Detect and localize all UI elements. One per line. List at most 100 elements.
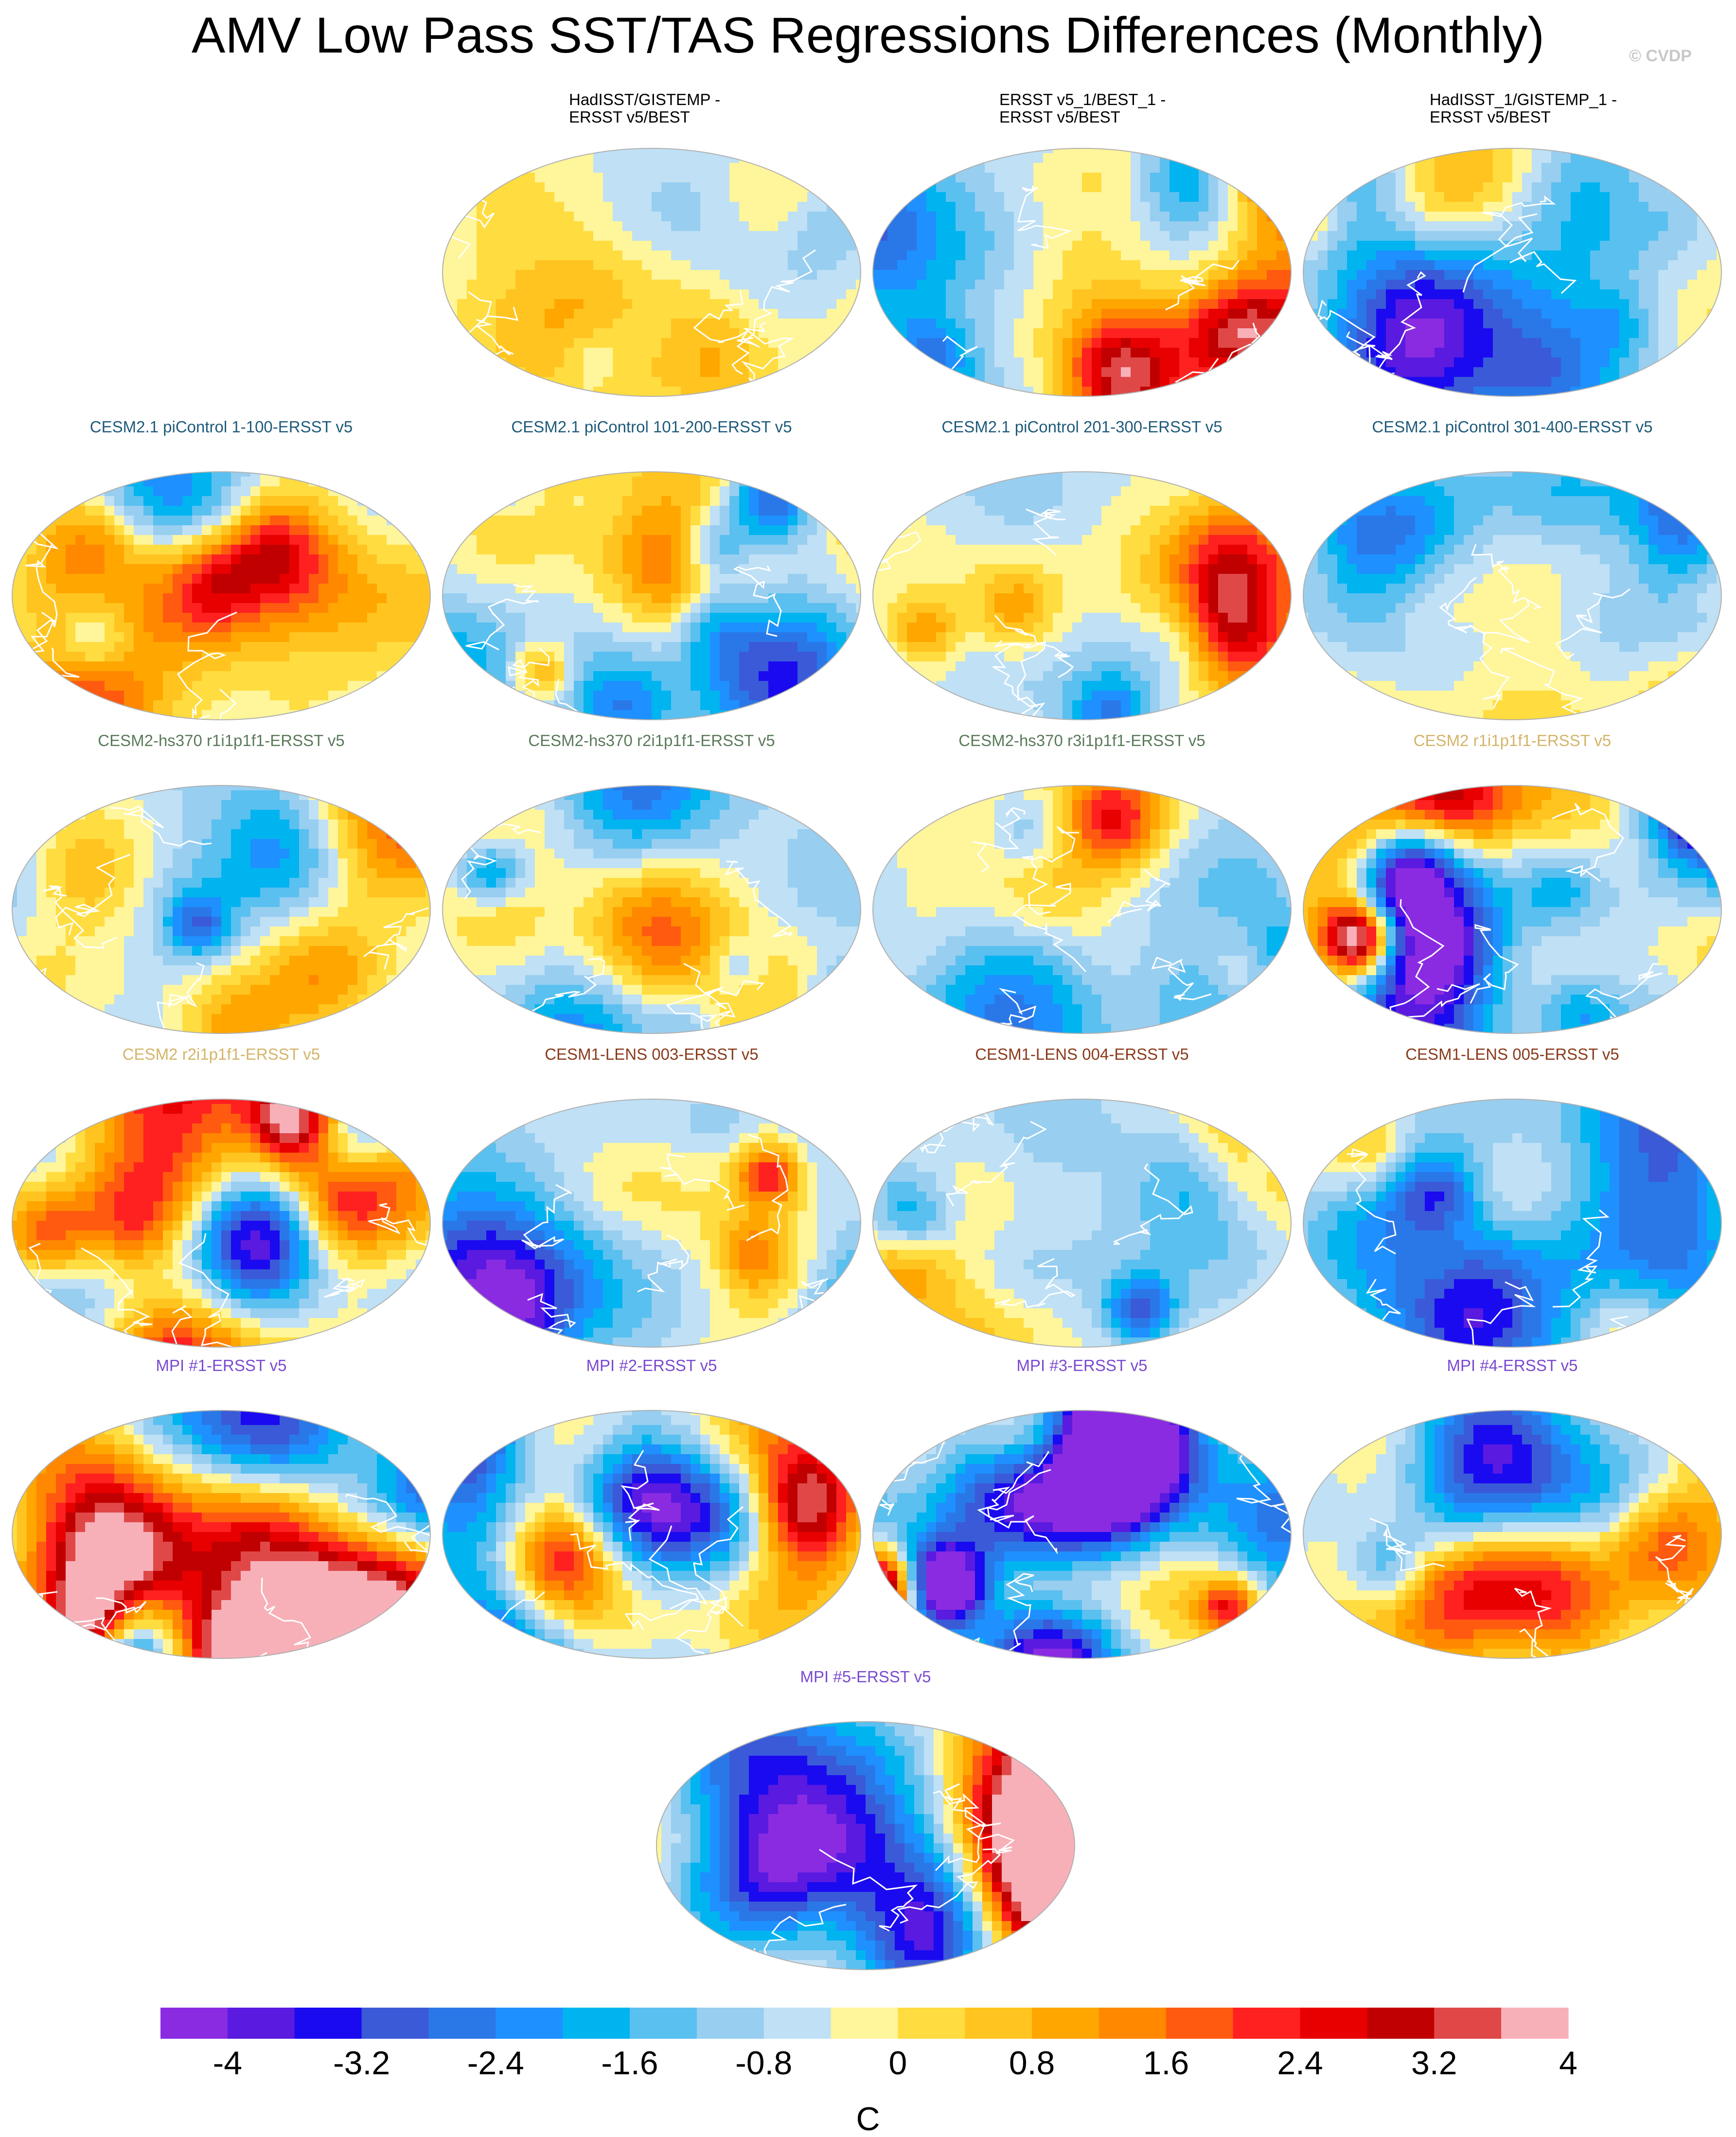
map-border	[442, 148, 861, 397]
colorbar-tick-label: -4	[213, 2045, 242, 2082]
map-border	[872, 1099, 1292, 1348]
map-panel: CESM2-hs370 r1i1p1f1-ERSST v5	[7, 732, 435, 1043]
panel-title: HadISST_1/GISTEMP_1 - ERSST v5/BEST	[1430, 91, 1721, 126]
colorbar-unit-label: C	[856, 2101, 880, 2137]
coastline	[707, 1783, 1015, 1970]
regression-map	[656, 1721, 1075, 1970]
map-border	[442, 1410, 861, 1659]
regression-map	[442, 148, 861, 397]
colorbar-tick-label: 3.2	[1411, 2045, 1457, 2082]
map-panel: CESM2-hs370 r3i1p1f1-ERSST v5	[868, 732, 1296, 1043]
figure-title: AMV Low Pass SST/TAS Regressions Differe…	[0, 7, 1736, 65]
regression-map	[1303, 471, 1722, 720]
regression-map	[442, 1410, 861, 1659]
map-border	[12, 1099, 431, 1348]
map-border	[1303, 1410, 1722, 1659]
panel-title: MPI #4-ERSST v5	[1298, 1357, 1726, 1374]
colorbar-box	[294, 2008, 362, 2039]
panel-title: MPI #3-ERSST v5	[868, 1357, 1296, 1374]
regression-map	[12, 1099, 431, 1348]
regression-map	[1303, 1410, 1722, 1659]
colorbar-box	[227, 2008, 295, 2039]
coastline	[465, 565, 782, 720]
colorbar-box	[898, 2008, 965, 2039]
colorbar-box	[1099, 2008, 1167, 2039]
panel-title: CESM2-hs370 r2i1p1f1-ERSST v5	[438, 732, 866, 749]
map-border	[872, 471, 1292, 720]
regression-map	[442, 785, 861, 1034]
panel-title: MPI #1-ERSST v5	[7, 1357, 435, 1374]
panel-title: CESM2-hs370 r3i1p1f1-ERSST v5	[868, 732, 1296, 749]
regression-map	[12, 785, 431, 1034]
panel-title: CESM2 r2i1p1f1-ERSST v5	[7, 1046, 435, 1063]
map-panel: MPI #2-ERSST v5	[438, 1357, 866, 1668]
colorbar-box	[1166, 2008, 1234, 2039]
colorbar-box	[831, 2008, 899, 2039]
map-border	[12, 785, 431, 1034]
regression-map	[872, 471, 1292, 720]
colorbar-tick-label: -1.6	[601, 2045, 658, 2082]
map-panel: CESM2-hs370 r2i1p1f1-ERSST v5	[438, 732, 866, 1043]
map-panel: HadISST_1/GISTEMP_1 - ERSST v5/BEST	[1298, 91, 1726, 406]
panel-title: CESM1-LENS 005-ERSST v5	[1298, 1046, 1726, 1063]
panel-title: CESM2.1 piControl 301-400-ERSST v5	[1298, 418, 1726, 436]
map-panel: CESM2.1 piControl 301-400-ERSST v5	[1298, 418, 1726, 730]
colorbar-box	[696, 2008, 764, 2039]
colorbar-box	[563, 2008, 630, 2039]
coastline	[873, 508, 1256, 720]
regression-map	[872, 1410, 1292, 1659]
map-border	[12, 1410, 431, 1659]
coastline	[1303, 802, 1663, 1033]
coastline	[972, 807, 1212, 1033]
colorbar-box	[763, 2008, 832, 2039]
regression-map	[12, 1410, 431, 1659]
panel-title: CESM2.1 piControl 1-100-ERSST v5	[7, 418, 435, 436]
map-border	[1303, 148, 1722, 397]
panel-title: CESM2.1 piControl 201-300-ERSST v5	[868, 418, 1296, 436]
colorbar-box	[496, 2008, 563, 2039]
coastline	[497, 1450, 744, 1658]
colorbar-tick-label: -0.8	[735, 2045, 792, 2082]
colorbar-box	[965, 2008, 1032, 2039]
map-panel: MPI #3-ERSST v5	[868, 1357, 1296, 1668]
colorbar-box	[1434, 2008, 1502, 2039]
regression-map	[1303, 785, 1722, 1034]
colorbar-box	[1300, 2008, 1368, 2039]
colorbar-box	[1367, 2008, 1435, 2039]
colorbar-box	[1501, 2008, 1569, 2039]
coastline	[27, 1494, 430, 1658]
map-border	[442, 471, 861, 720]
regression-map	[1303, 148, 1722, 397]
colorbar-tick-label: 0	[888, 2045, 907, 2082]
map-panel: CESM1-LENS 003-ERSST v5	[438, 1046, 866, 1357]
colorbar-box	[361, 2008, 429, 2039]
regression-map	[442, 1099, 861, 1348]
panel-title: ERSST v5_1/BEST_1 - ERSST v5/BEST	[999, 91, 1291, 126]
map-panel: CESM2.1 piControl 1-100-ERSST v5	[7, 418, 435, 730]
map-border	[1303, 785, 1722, 1034]
map-panel: CESM2.1 piControl 101-200-ERSST v5	[438, 418, 866, 730]
map-panel: CESM2 r1i1p1f1-ERSST v5	[1298, 732, 1726, 1043]
panel-title: CESM2.1 piControl 101-200-ERSST v5	[438, 418, 866, 436]
panel-title: MPI #5-ERSST v5	[652, 1668, 1080, 1686]
regression-map	[872, 148, 1292, 397]
regression-map	[12, 471, 431, 720]
map-border	[12, 471, 431, 720]
colorbar-tick-label: 4	[1559, 2045, 1577, 2082]
panel-title: CESM1-LENS 004-ERSST v5	[868, 1046, 1296, 1063]
coastline	[22, 1203, 430, 1347]
map-panel: HadISST/GISTEMP - ERSST v5/BEST	[438, 91, 866, 406]
panel-title: CESM1-LENS 003-ERSST v5	[438, 1046, 866, 1063]
colorbar-box	[630, 2008, 697, 2039]
regression-map	[872, 785, 1292, 1034]
coastline	[1342, 544, 1630, 720]
coastline	[521, 1134, 842, 1347]
map-border	[872, 148, 1292, 397]
colorbar-tick-label: -3.2	[333, 2045, 390, 2082]
map-panel: CESM2 r2i1p1f1-ERSST v5	[7, 1046, 435, 1357]
colorbar-boxes	[160, 2008, 1569, 2039]
panel-title: MPI #2-ERSST v5	[438, 1357, 866, 1374]
regression-map	[1303, 1099, 1722, 1348]
colorbar-box	[428, 2008, 496, 2039]
map-border	[1303, 471, 1722, 720]
